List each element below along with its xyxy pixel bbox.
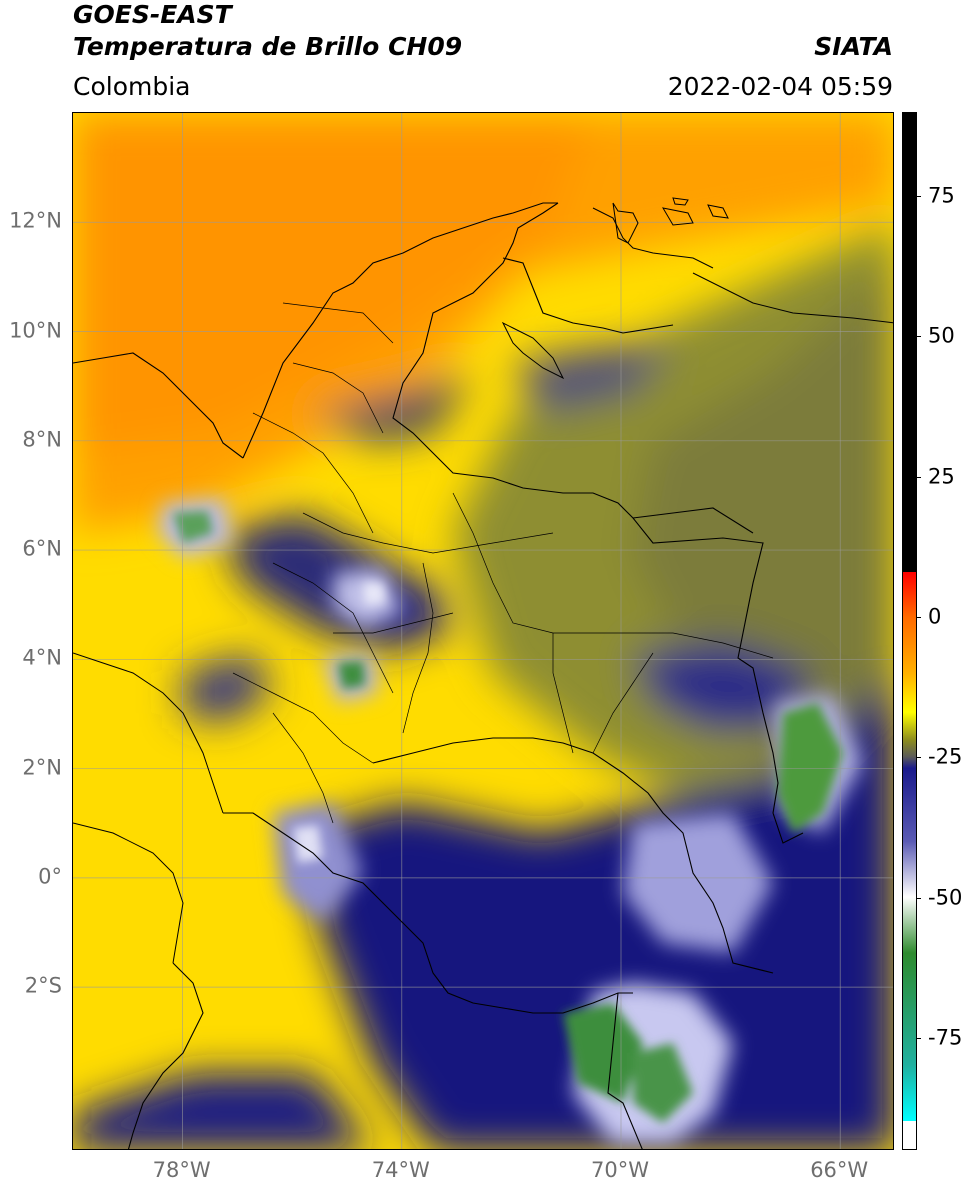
colorbar-tick-label: -50 bbox=[928, 885, 963, 909]
longitude-tick-label: 66°W bbox=[810, 1158, 869, 1182]
longitude-tick-label: 78°W bbox=[152, 1158, 211, 1182]
longitude-tick-label: 74°W bbox=[371, 1158, 430, 1182]
colorbar-tick-mark bbox=[917, 196, 921, 198]
coastline bbox=[73, 197, 893, 964]
colorbar-tick-label: 25 bbox=[928, 464, 955, 489]
latitude-tick-label: 4°N bbox=[22, 645, 62, 670]
latitude-tick-label: 2°S bbox=[24, 973, 62, 998]
colorbar-tick-mark bbox=[917, 476, 921, 478]
gridlines bbox=[73, 113, 893, 1149]
colorbar-tick-mark bbox=[917, 897, 921, 899]
latitude-tick-label: 12°N bbox=[9, 208, 62, 233]
latitude-tick-label: 2°N bbox=[22, 755, 62, 780]
latitude-tick-label: 10°N bbox=[9, 318, 62, 343]
region-label: Colombia bbox=[73, 72, 191, 101]
brightness-temperature-map bbox=[72, 112, 894, 1150]
colorbar bbox=[902, 112, 917, 1150]
temperature-field bbox=[73, 113, 893, 1149]
colorbar-tick-label: 75 bbox=[928, 183, 955, 208]
department-boundaries bbox=[232, 302, 774, 824]
colorbar-tick-label: 50 bbox=[928, 323, 955, 348]
longitude-tick-label: 70°W bbox=[591, 1158, 649, 1182]
colorbar-tick-label: -75 bbox=[928, 1025, 963, 1050]
latitude-tick-label: 6°N bbox=[22, 536, 62, 561]
product-title: Temperatura de Brillo CH09 bbox=[73, 32, 463, 61]
colorbar-tick-label: -25 bbox=[928, 744, 963, 769]
organization-label: SIATA bbox=[814, 32, 893, 61]
colorbar-tick-mark bbox=[917, 757, 921, 759]
colorbar-tick-mark bbox=[917, 1037, 921, 1039]
latitude-tick-label: 8°N bbox=[22, 427, 62, 452]
datetime-label: 2022-02-04 05:59 bbox=[667, 72, 893, 101]
colorbar-tick-mark bbox=[917, 616, 921, 618]
satellite-title: GOES-EAST bbox=[73, 0, 232, 29]
latitude-tick-label: 0° bbox=[38, 864, 62, 889]
country-borders bbox=[73, 202, 804, 1149]
colorbar-tick-mark bbox=[917, 336, 921, 338]
colorbar-tick-label: 0 bbox=[928, 604, 942, 629]
